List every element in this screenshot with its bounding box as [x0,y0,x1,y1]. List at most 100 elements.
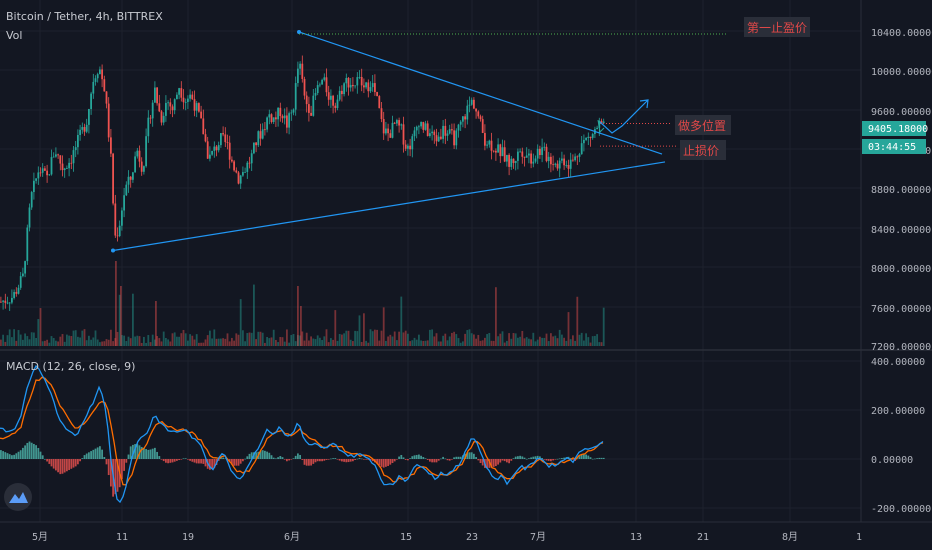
volume-bar [547,341,550,346]
volume-bar [552,336,554,346]
macd-histogram-bar [413,455,416,459]
candle-body [572,159,574,161]
macd-histogram-bar [294,455,297,459]
candle-body [398,120,400,126]
stop-loss-label-box [680,140,726,160]
macd-histogram-bar [50,459,53,467]
macd-histogram-bar [46,459,48,462]
volume-bar [387,336,389,346]
volume-bar [554,335,557,346]
volume-bar [202,342,205,346]
volume-bar [30,332,33,346]
macd-histogram-bar [578,456,581,459]
time-tick: 21 [697,532,709,543]
candle-body [352,84,354,87]
candle-body [70,162,73,164]
volume-bar [41,341,44,346]
macd-histogram-bar [28,441,31,459]
volume-bar [121,335,123,346]
candle-body [206,141,209,159]
candle-body [591,134,594,138]
price-axis[interactable]: 10400.00000 10000.00000 9600.00000 9200.… [871,28,932,353]
macd-histogram-bar [248,453,251,459]
macd-histogram-bar [132,444,134,459]
candle-body [457,124,460,131]
volume-bar [228,341,231,346]
volume-bar [28,339,31,346]
tradingview-logo-icon[interactable] [4,483,32,511]
candle-body [418,126,420,128]
volume-bar [409,341,411,346]
volume-bar [244,341,246,346]
candle-body [567,164,570,169]
volume-bar [37,319,40,346]
macd-histogram-bar [314,459,317,463]
macd-histogram-bar [448,459,451,461]
volume-bar [83,329,86,346]
volume-bar [233,340,235,346]
volume-bar [116,331,119,346]
volume-bar [308,340,310,346]
candle-body [541,147,543,156]
macd-histogram-bar [154,447,156,459]
time-tick: 8月 [782,531,798,543]
volume-bar [110,329,112,346]
volume-bar [11,337,13,346]
candle-body [279,107,282,117]
volume-bar [195,334,198,346]
volume-bar [248,332,251,346]
macd-histogram-bar [343,459,345,462]
time-axis[interactable]: 5月 11 19 6月 15 23 7月 13 21 8月 1 [32,531,862,543]
volume-bar [300,306,302,346]
candle-body [297,68,299,84]
macd-histogram-bar [550,459,552,462]
macd-histogram-bar [354,459,356,461]
volume-bar [594,335,596,346]
volume-bar [462,341,464,346]
macd-histogram-bar [440,458,442,460]
descending-trendline [298,31,663,155]
macd-histogram-bar [13,454,15,459]
time-tick: 19 [182,532,194,543]
candle-body [585,137,587,140]
price-marker [597,119,605,134]
candle-body [444,125,447,136]
volume-bar [297,335,299,346]
volume-bar [90,339,92,346]
volume-bar [576,296,579,346]
macd-histogram-bar [327,459,330,460]
candle-body [41,168,44,173]
macd-histogram-bar [231,459,233,465]
macd-histogram-bar [352,459,354,462]
volume-bar [363,313,365,346]
volume-bar [279,336,282,346]
macd-axis[interactable]: 400.00000 200.00000 0.00000 -200.00000 [871,357,931,515]
volume-bar [490,340,493,346]
take-profit-label-box [744,17,810,37]
candle-body [96,74,99,79]
volume-bar [525,337,528,346]
macd-histogram-bar [202,459,205,464]
candle-body [255,142,257,146]
macd-histogram-bar [277,457,279,459]
macd-histogram-bar [426,459,429,460]
macd-histogram-bar [41,455,44,459]
macd-histogram-bar [239,459,242,464]
volume-bar [112,341,114,346]
volume-bar [290,335,293,346]
volume-bar [545,333,548,346]
candle-body [473,99,475,109]
macd-histogram-bar [512,458,515,459]
candle-body [354,85,356,87]
volume-bar [55,340,57,346]
candle-body [266,117,268,130]
volume-bar [424,340,427,346]
candle-body [136,150,139,157]
macd-histogram-bar [525,458,528,460]
macd-histogram-bar [96,447,99,459]
macd-histogram-bar [33,443,35,459]
volume-bar [44,340,46,346]
candle-body [226,142,229,143]
candle-body [528,153,530,156]
